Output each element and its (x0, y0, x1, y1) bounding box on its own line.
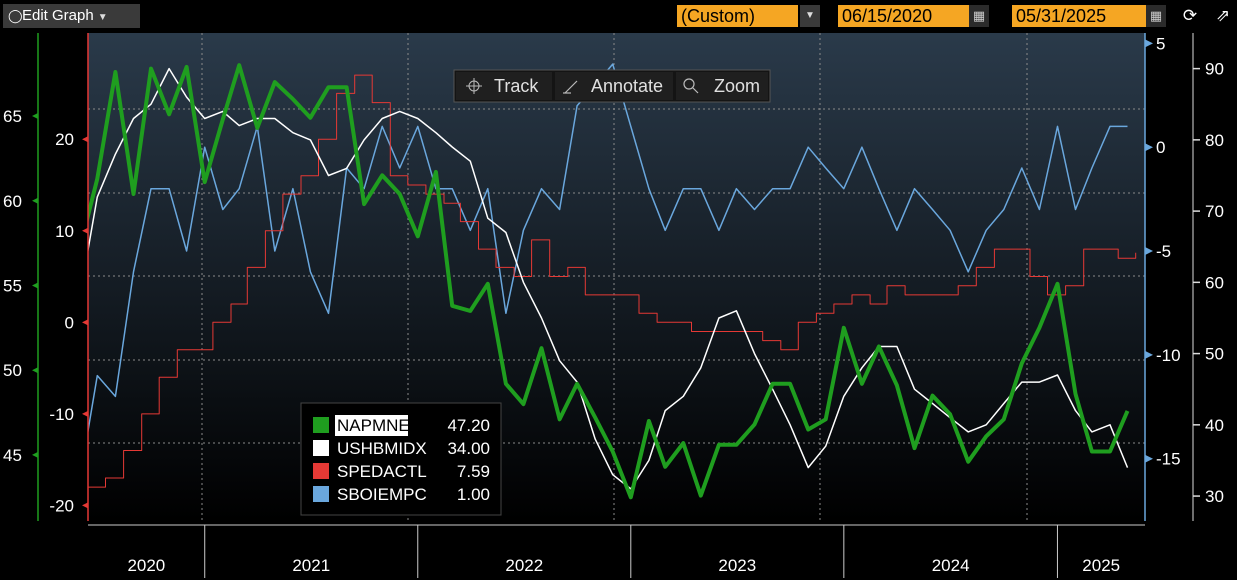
sped-tick-label: 20 (55, 130, 74, 149)
annotate-label: Annotate (591, 76, 663, 96)
hbmi-tick-label: 40 (1205, 416, 1224, 435)
napm-tick-label: 50 (3, 361, 22, 380)
sboi-tick-label: -5 (1156, 242, 1171, 261)
napm-tick-label: 55 (3, 276, 22, 295)
legend-swatch (313, 463, 329, 479)
start-date-value: 06/15/2020 (842, 6, 933, 26)
sped-tick-label: 10 (55, 222, 74, 241)
chevron-down-icon: ▼ (805, 10, 815, 21)
legend-highlight (335, 415, 408, 436)
calendar-icon: ▦ (1149, 8, 1163, 23)
end-date-input[interactable]: 05/31/2025 (1012, 5, 1146, 27)
legend-series-value: 1.00 (457, 485, 490, 504)
legend-series-name: NAPMNEWO (337, 416, 439, 435)
legend-swatch (313, 486, 329, 502)
track-button[interactable]: Track (456, 72, 552, 100)
sped-tick-marker (82, 319, 88, 326)
sboi-tick-marker (1145, 39, 1153, 48)
hbmi-tick-label: 70 (1205, 202, 1224, 221)
legend-series-value: 47.20 (447, 416, 490, 435)
sped-tick-label: 0 (65, 313, 74, 332)
x-tick-label: 2021 (292, 556, 330, 575)
graph-settings-icon: ◯ (8, 8, 23, 23)
period-dropdown-button[interactable]: ▼ (800, 5, 820, 27)
x-axis-ticks: 2020 2021 2022 2023 2024 2025 (127, 525, 1120, 578)
annotate-button[interactable]: Annotate (555, 72, 673, 100)
crosshair-icon (466, 78, 482, 94)
chevron-down-icon: ▼ (97, 12, 108, 23)
zoom-button-bg[interactable] (676, 72, 768, 100)
period-select-label: (Custom) (681, 6, 756, 26)
series-line-spedactl (88, 74, 1137, 488)
refresh-icon: ⟳ (1182, 6, 1198, 25)
track-label: Track (494, 76, 539, 96)
right-axis-ticks: -15 -10 -5 0 5 30 40 50 60 70 80 90 (1145, 34, 1224, 506)
left-axis-ticks: 45 50 55 60 65 -20 -10 0 10 20 (3, 107, 88, 515)
legend-series-name: SPEDACTL (337, 462, 427, 481)
napm-tick-marker (32, 451, 38, 458)
hbmi-tick-label: 80 (1205, 131, 1224, 150)
napm-tick-label: 45 (3, 446, 22, 465)
sped-tick-marker (82, 136, 88, 143)
pencil-icon (563, 80, 578, 94)
series-line-napmnewo (88, 63, 1130, 500)
start-date-input[interactable]: 06/15/2020 (838, 5, 969, 27)
legend-items: NAPMNEWO 47.20 USHBMIDX 34.00 SPEDACTL 7.59 SB… (313, 415, 490, 504)
edit-graph-button[interactable]: ◯Edit Graph ▼ (3, 4, 140, 28)
x-tick-label: 2023 (718, 556, 756, 575)
napm-tick-marker (32, 113, 38, 120)
sboi-tick-marker (1145, 350, 1153, 359)
sped-tick-marker (82, 410, 88, 417)
legend-series-value: 34.00 (447, 439, 490, 458)
x-tick-label: 2022 (505, 556, 543, 575)
external-link-icon: ⇗ (1215, 6, 1231, 25)
chart-tools: Track Annotate Zoom (453, 69, 771, 103)
sboi-tick-marker (1145, 143, 1153, 152)
sped-tick-label: -20 (49, 496, 74, 515)
napm-tick-marker (32, 197, 38, 204)
legend-series-value: 7.59 (457, 462, 490, 481)
sped-tick-marker (82, 227, 88, 234)
sboi-tick-marker (1145, 454, 1153, 463)
hbmi-tick-label: 50 (1205, 345, 1224, 364)
x-tick-label: 2025 (1082, 556, 1120, 575)
sped-tick-marker (82, 502, 88, 509)
period-select[interactable]: (Custom) (677, 5, 798, 27)
sped-tick-label: -10 (49, 405, 74, 424)
zoom-button[interactable]: Zoom (676, 72, 768, 100)
annotate-button-bg[interactable] (555, 72, 673, 100)
magnifier-icon (683, 78, 699, 94)
napm-tick-marker (32, 367, 38, 374)
zoom-label: Zoom (714, 76, 760, 96)
plot-background (88, 33, 1145, 521)
popout-button[interactable]: ⇗ (1212, 5, 1234, 27)
sboi-tick-label: 0 (1156, 138, 1165, 157)
sboi-tick-label: 5 (1156, 34, 1165, 53)
legend-series-name: SBOIEMPC (337, 485, 427, 504)
end-date-calendar-button[interactable]: ▦ (1146, 5, 1166, 27)
napm-tick-label: 60 (3, 192, 22, 211)
sboi-tick-marker (1145, 247, 1153, 256)
napm-tick-marker (32, 282, 38, 289)
edit-graph-label: Edit Graph (22, 7, 94, 24)
start-date-calendar-button[interactable]: ▦ (969, 5, 989, 27)
sboi-tick-label: -15 (1156, 450, 1181, 469)
grid (88, 33, 1145, 521)
toolbar: ◯Edit Graph ▼ (Custom) ▼ 06/15/2020 ▦ 05/… (0, 0, 1237, 32)
refresh-button[interactable]: ⟳ (1179, 5, 1201, 27)
legend-series-name: USHBMIDX (337, 439, 427, 458)
hbmi-tick-label: 60 (1205, 273, 1224, 292)
x-tick-label: 2020 (127, 556, 165, 575)
hbmi-tick-label: 90 (1205, 60, 1224, 79)
legend: NAPMNEWO 47.20 USHBMIDX 34.00 SPEDACTL 7.59 SB… (300, 402, 502, 516)
hbmi-tick-label: 30 (1205, 487, 1224, 506)
napm-tick-label: 65 (3, 107, 22, 126)
calendar-icon: ▦ (972, 8, 986, 23)
legend-swatch (313, 440, 329, 456)
sboi-tick-label: -10 (1156, 346, 1181, 365)
end-date-value: 05/31/2025 (1016, 6, 1107, 26)
x-tick-label: 2024 (932, 556, 970, 575)
legend-swatch (313, 417, 329, 433)
